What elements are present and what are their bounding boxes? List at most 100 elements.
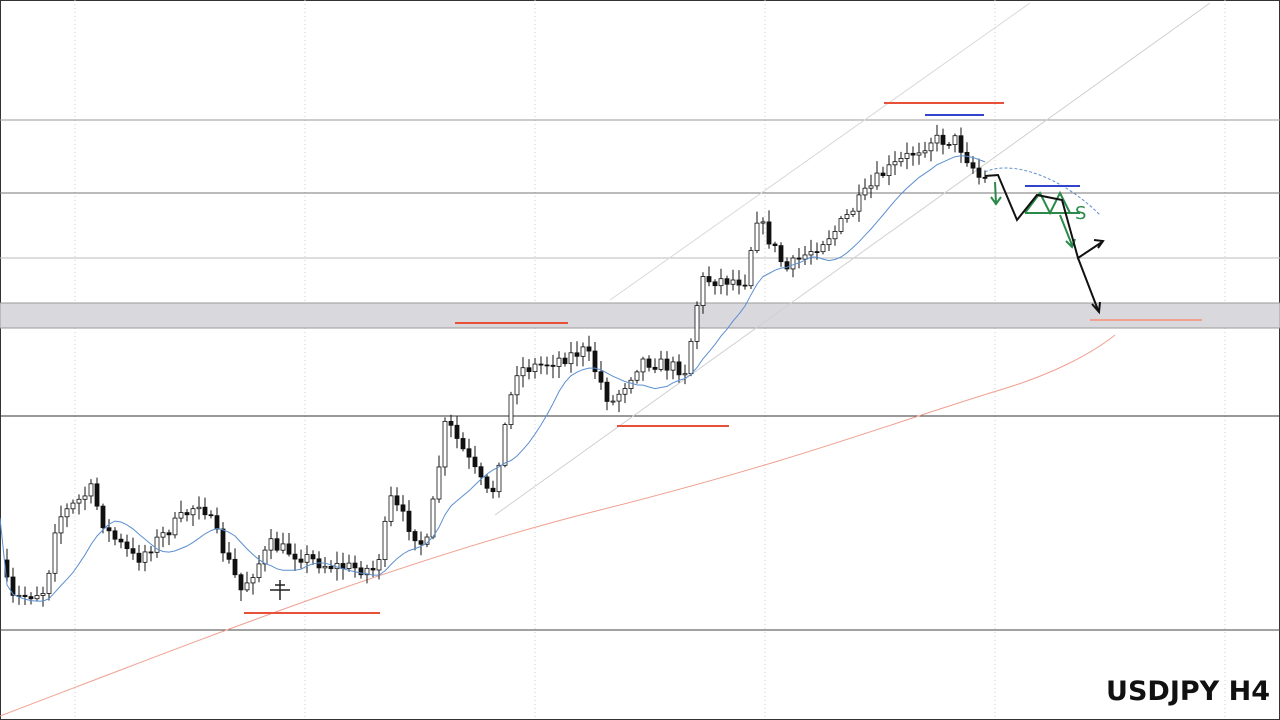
candle-body <box>724 278 730 285</box>
candle-body <box>880 172 886 176</box>
candle-body <box>178 512 184 519</box>
candle-body <box>664 358 670 371</box>
candle-body <box>712 281 718 287</box>
candle-body <box>310 554 316 560</box>
candle-body <box>694 305 700 342</box>
candle-body <box>364 567 370 576</box>
pattern-zigzag <box>1024 190 1080 216</box>
candle-body <box>544 364 550 367</box>
candle-body <box>706 276 712 283</box>
candle-body <box>448 420 454 426</box>
candle-body <box>748 250 754 287</box>
candle-body <box>232 558 238 576</box>
candle-body <box>460 438 466 450</box>
candle-body <box>382 520 388 561</box>
candle-body <box>496 464 502 493</box>
candle-body <box>70 502 76 510</box>
candle-body <box>376 559 382 571</box>
candle-body <box>826 238 832 246</box>
candle-body <box>568 352 574 365</box>
candle-body <box>304 554 310 563</box>
candle-body <box>952 135 958 146</box>
candle-body <box>658 358 664 370</box>
candle-body <box>124 541 130 550</box>
channel-line <box>494 2 1211 516</box>
candle-body <box>94 483 100 507</box>
candle-body <box>394 495 400 506</box>
candle-body <box>64 508 70 518</box>
candle-body <box>676 361 682 376</box>
candle-body <box>430 498 436 538</box>
candle-body <box>916 152 922 156</box>
candle-body <box>814 251 820 253</box>
candle-body <box>298 558 304 563</box>
projection-arrow <box>1077 257 1101 315</box>
candle-body <box>472 456 478 468</box>
candle-body <box>616 393 622 402</box>
candle-body <box>856 194 862 212</box>
candle-body <box>532 363 538 373</box>
candle-body <box>940 134 946 145</box>
candle-body <box>256 563 262 579</box>
candle-body <box>934 134 940 144</box>
candle-body <box>922 150 928 154</box>
candle-body <box>838 218 844 232</box>
candle-body <box>640 358 646 373</box>
candle-body <box>508 394 514 426</box>
candle-body <box>904 152 910 159</box>
projection-path <box>984 173 1105 315</box>
candle-body <box>154 536 160 553</box>
candle-body <box>184 512 190 516</box>
candle-body <box>148 551 154 554</box>
candle-body <box>250 577 256 584</box>
candle-body <box>280 543 286 551</box>
candle-body <box>142 551 148 563</box>
candle-body <box>526 367 532 373</box>
candle-body <box>790 257 796 270</box>
candle-body <box>358 567 364 576</box>
candle-body <box>832 231 838 240</box>
candle-body <box>490 487 496 493</box>
candle-body <box>760 221 766 224</box>
fast-moving-average <box>0 155 986 602</box>
candle-body <box>646 358 652 368</box>
pattern-arrow <box>990 181 1002 206</box>
candle-body <box>34 595 40 600</box>
candle-body <box>100 505 106 529</box>
candle-body <box>562 357 568 365</box>
candle-body <box>88 483 94 497</box>
candle-body <box>772 243 778 247</box>
candle-body <box>652 366 658 370</box>
support-zone <box>0 302 1280 329</box>
candle-body <box>82 495 88 500</box>
candle-body <box>850 210 856 215</box>
ma-projection <box>984 167 1101 216</box>
candle-body <box>112 530 118 540</box>
candle-body <box>76 498 82 504</box>
candle-body <box>982 176 988 179</box>
candle-body <box>928 142 934 152</box>
candle-body <box>886 164 892 176</box>
candle-body <box>634 371 640 381</box>
candle-body <box>946 144 952 146</box>
candle-body <box>172 517 178 536</box>
crosshair-cursor <box>270 580 290 600</box>
candle-body <box>136 552 142 563</box>
candle-body <box>778 245 784 263</box>
candle-body <box>418 540 424 545</box>
candle-body <box>40 593 46 596</box>
candle-body <box>286 543 292 555</box>
candle-body <box>322 565 328 569</box>
candle-body <box>406 510 412 532</box>
candle-body <box>604 381 610 402</box>
candle-body <box>874 172 880 187</box>
candle-body <box>700 276 706 306</box>
candle-body <box>370 567 376 571</box>
candle-body <box>52 532 58 574</box>
candle-body <box>220 528 226 554</box>
candle-body <box>442 420 448 468</box>
candle-body <box>970 162 976 169</box>
